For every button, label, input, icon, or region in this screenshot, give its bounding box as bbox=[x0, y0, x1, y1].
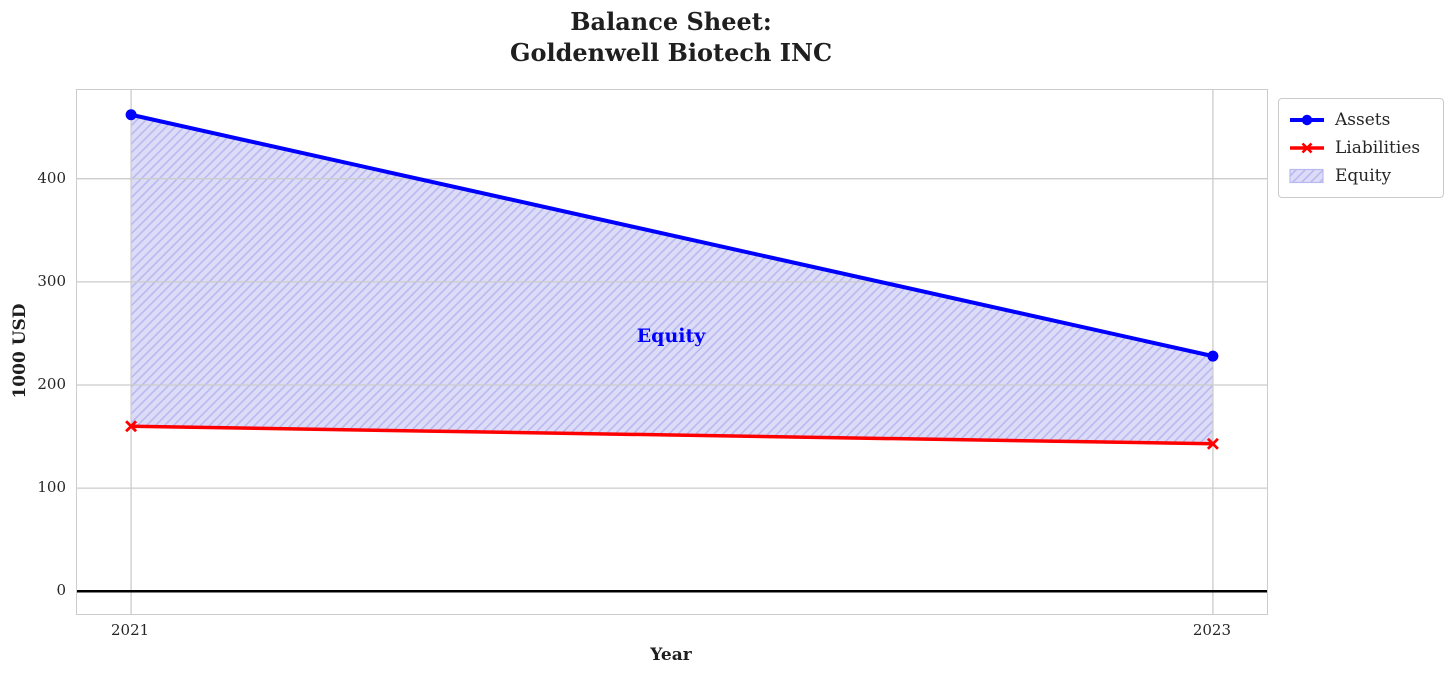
assets-marker bbox=[1207, 350, 1219, 362]
x-tick-label: 2023 bbox=[1192, 621, 1231, 639]
chart-title: Balance Sheet: Goldenwell Biotech INC bbox=[76, 6, 1266, 68]
y-tick-label: 300 bbox=[37, 271, 66, 290]
legend: Assets Liabilities Equity bbox=[1278, 98, 1444, 198]
chart-title-line1: Balance Sheet: bbox=[570, 7, 772, 36]
equity-fill bbox=[131, 114, 1213, 444]
y-tick-label: 200 bbox=[37, 375, 66, 393]
plot-area bbox=[76, 89, 1268, 615]
liabilities-marker bbox=[125, 420, 138, 433]
legend-item-liabilities: Liabilities bbox=[1289, 134, 1433, 162]
y-axis-ticks: 0 100 200 300 400 bbox=[0, 89, 66, 613]
liabilities-marker bbox=[1206, 437, 1219, 450]
y-tick-label: 0 bbox=[56, 581, 66, 600]
assets-line bbox=[130, 112, 1214, 359]
assets-marker bbox=[125, 109, 137, 121]
y-tick-label: 100 bbox=[37, 478, 66, 497]
chart-title-line2: Goldenwell Biotech INC bbox=[509, 38, 833, 67]
legend-item-equity: Equity bbox=[1289, 162, 1433, 190]
legend-label-liabilities: Liabilities bbox=[1335, 138, 1421, 158]
x-tick-label: 2021 bbox=[110, 621, 150, 639]
y-tick-label: 400 bbox=[37, 168, 66, 187]
equity-fill-layer bbox=[131, 114, 1213, 444]
legend-label-equity: Equity bbox=[1335, 166, 1392, 186]
equity-annotation: Equity bbox=[636, 324, 706, 347]
legend-label-assets: Assets bbox=[1335, 110, 1391, 130]
liabilities-line-icon bbox=[1289, 140, 1325, 156]
series-layer bbox=[125, 109, 1219, 450]
chart-canvas bbox=[77, 90, 1267, 614]
legend-item-assets: Assets bbox=[1289, 106, 1433, 134]
liabilities-line bbox=[131, 424, 1213, 446]
x-axis-ticks: 2021 2023 bbox=[76, 621, 1266, 643]
assets-line-icon bbox=[1289, 112, 1325, 128]
x-axis-label: Year bbox=[650, 645, 692, 665]
equity-hatch-icon bbox=[1289, 168, 1325, 184]
